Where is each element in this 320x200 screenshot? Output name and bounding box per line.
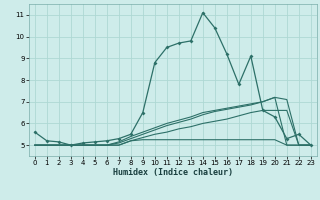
X-axis label: Humidex (Indice chaleur): Humidex (Indice chaleur) <box>113 168 233 177</box>
